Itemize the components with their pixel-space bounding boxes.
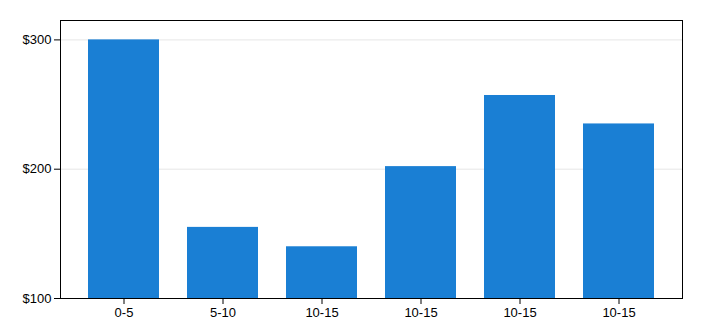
svg-text:$100: $100 <box>23 291 52 306</box>
svg-text:0-5: 0-5 <box>115 305 134 320</box>
svg-text:$300: $300 <box>23 32 52 47</box>
svg-text:$200: $200 <box>23 161 52 176</box>
svg-text:10-15: 10-15 <box>305 305 338 320</box>
svg-text:10-15: 10-15 <box>602 305 635 320</box>
svg-text:5-10: 5-10 <box>210 305 236 320</box>
svg-text:10-15: 10-15 <box>404 305 437 320</box>
svg-text:10-15: 10-15 <box>503 305 536 320</box>
